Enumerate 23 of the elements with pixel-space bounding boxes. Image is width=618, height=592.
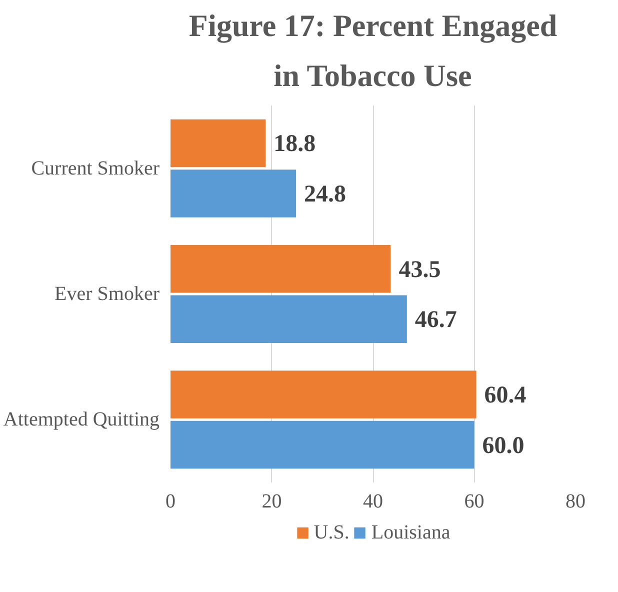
x-tick-label: 80 [566, 490, 586, 512]
data-label: 24.8 [304, 181, 346, 208]
x-tick-label: 40 [363, 490, 383, 512]
y-tick-label: Attempted Quitting [3, 408, 160, 431]
bar [170, 244, 391, 293]
bar [170, 119, 266, 168]
y-tick-label: Ever Smoker [54, 283, 160, 305]
chart-title: Figure 17: Percent Engaged in Tobacco Use [188, 8, 558, 93]
y-tick-label: Current Smoker [31, 157, 160, 180]
x-tick-label: 20 [262, 490, 282, 512]
legend-label: U.S. [314, 521, 350, 544]
bar [170, 370, 476, 418]
data-label: 43.5 [398, 256, 441, 283]
legend-label: Louisiana [371, 521, 450, 544]
bar [170, 295, 407, 344]
data-label: 60.0 [482, 432, 524, 459]
data-label: 18.8 [274, 131, 316, 158]
x-tick-label: 0 [166, 490, 176, 512]
data-label: 46.7 [414, 307, 457, 334]
x-tick-label: 60 [464, 490, 484, 512]
bar [170, 420, 474, 469]
data-label: 60.4 [484, 382, 526, 409]
bar [170, 170, 296, 218]
